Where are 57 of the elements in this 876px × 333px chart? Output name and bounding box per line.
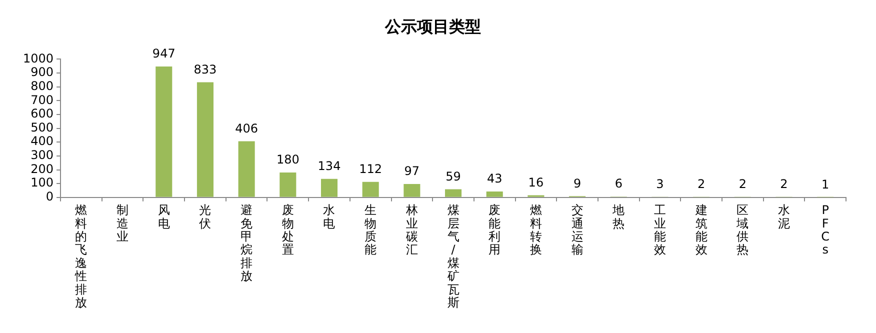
bar (238, 141, 255, 197)
data-label: 833 (194, 62, 217, 76)
y-tick-label: 400 (30, 134, 54, 148)
x-tick-label: 煤层气/煤矿瓦斯 (446, 203, 460, 310)
data-label: 947 (152, 46, 176, 61)
data-label: 2 (780, 177, 788, 192)
x-tick-label: PFCs (821, 203, 830, 257)
data-label: 6 (614, 176, 622, 191)
bar (196, 82, 214, 197)
x-tick-label: 交通运输 (571, 203, 584, 257)
data-label: 134 (318, 159, 341, 174)
x-tick-label: 废能利用 (488, 203, 501, 257)
y-tick-label: 500 (30, 120, 54, 134)
y-tick-label: 600 (30, 106, 54, 121)
data-label: 3 (656, 177, 664, 192)
y-tick-label: 200 (30, 162, 54, 176)
data-label: 43 (486, 172, 502, 186)
bar (362, 182, 379, 197)
x-tick-label: 光伏 (199, 203, 212, 230)
x-tick-label: 水泥 (778, 203, 790, 230)
x-tick-label: 地热 (612, 203, 625, 230)
y-tick-label: 800 (30, 78, 54, 93)
data-label: 2 (738, 177, 746, 192)
x-tick-label: 水电 (323, 203, 336, 230)
chart-title: 公示项目类型 (384, 16, 481, 36)
x-tick-label: 工业能效 (654, 203, 666, 257)
x-tick-label: 废物处置 (282, 203, 294, 257)
bar (156, 66, 172, 197)
y-tick-label: 1000 (22, 51, 54, 66)
data-label: 180 (276, 152, 300, 167)
x-tick-label: 区域供热 (736, 203, 749, 257)
data-label: 9 (573, 176, 582, 190)
bar (486, 191, 503, 197)
data-label: 97 (404, 164, 420, 178)
x-tick-label: 避免甲烷排放 (240, 203, 253, 284)
x-tick-label: 生物质能 (364, 203, 377, 257)
bar (280, 172, 296, 197)
x-tick-label: 制造业 (116, 203, 129, 244)
x-tick-label: 林业碳汇 (404, 203, 418, 257)
data-label: 406 (235, 121, 258, 136)
bar (320, 178, 338, 197)
y-tick-label: 100 (30, 176, 54, 190)
y-tick-label: 300 (30, 148, 54, 162)
x-tick-label: 燃料转换 (530, 203, 542, 257)
y-tick-label: 900 (30, 65, 54, 80)
x-tick-label: 风电 (158, 203, 170, 230)
data-label: 2 (697, 177, 706, 192)
bar (445, 189, 462, 197)
data-label: 16 (528, 175, 544, 190)
x-tick-label: 建筑能效 (694, 203, 708, 257)
x-tick-label: 燃料的飞逸性排放 (74, 203, 88, 310)
y-tick-label: 0 (46, 190, 54, 204)
y-tick-label: 700 (30, 92, 54, 107)
data-label: 1 (822, 177, 830, 192)
data-label: 59 (446, 169, 461, 184)
data-label: 112 (359, 162, 382, 176)
bar (404, 184, 420, 197)
